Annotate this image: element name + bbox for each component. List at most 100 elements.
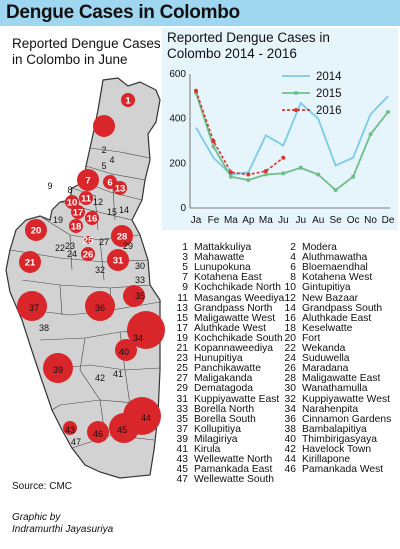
- hotspot-label: 16: [87, 214, 98, 225]
- ward-border: [99, 239, 105, 281]
- legend-number: 31: [176, 393, 188, 405]
- x-tick-label: Ju: [295, 215, 306, 226]
- x-tick-label: No: [364, 215, 377, 226]
- ward-number-label: 33: [135, 275, 145, 285]
- ward-border: [69, 234, 73, 271]
- legend-number: 39: [176, 433, 188, 445]
- credit-line2: Indramurthi Jayasuriya: [12, 524, 114, 535]
- hotspot-ward-43: [63, 421, 77, 435]
- legend-ward-name: Kopannaweediya: [194, 343, 274, 354]
- hotspot-label: 18: [71, 222, 82, 233]
- hotspot-label: 28: [117, 232, 128, 243]
- legend-number: 4: [290, 252, 296, 264]
- ward-number-label: 15: [107, 207, 117, 217]
- ward-border: [89, 147, 151, 159]
- legend-ward-name: Bambalapitiya: [302, 423, 367, 435]
- x-tick-label: Ma: [224, 215, 238, 226]
- chart-title-line2: Colombo 2014 - 2016: [167, 46, 297, 61]
- y-tick-label: 400: [169, 114, 186, 125]
- ward-number-label: 47: [71, 437, 81, 447]
- legend-number: 11: [177, 292, 188, 304]
- legend-marker: [294, 108, 298, 112]
- legend-number: 7: [182, 272, 188, 284]
- legend-ward-name: Dematagoda: [194, 383, 253, 395]
- ward-number-label: 46: [93, 429, 103, 439]
- legend-ward-name: Modera: [302, 242, 337, 253]
- data-point-2015: [228, 174, 233, 179]
- hotspot-ward-17: [71, 205, 85, 219]
- legend-ward-name: Masangas Weediya: [194, 292, 285, 304]
- data-point-2015: [386, 109, 390, 114]
- legend-number: 47: [176, 474, 188, 486]
- data-point-2016: [194, 88, 198, 93]
- ward-number-label: 14: [119, 205, 129, 215]
- legend-number: 13: [176, 302, 188, 314]
- legend-number: 35: [176, 413, 188, 425]
- legend-ward-name: Wellewatte South: [194, 474, 274, 486]
- data-point-2016: [281, 155, 286, 160]
- legend-number: 44: [284, 454, 296, 466]
- legend-number: 27: [176, 373, 188, 385]
- ward-border: [51, 404, 61, 411]
- x-tick-label: Fe: [208, 215, 220, 226]
- hotspot-ward-28: [111, 225, 133, 247]
- hotspot-label: 6: [107, 178, 112, 189]
- ward-number-label: 38: [39, 323, 49, 333]
- legend-marker: [294, 91, 298, 95]
- legend-number: 21: [176, 343, 188, 354]
- legend-ward-name: Kirula: [194, 444, 221, 455]
- hotspot-ward-34: [127, 311, 165, 349]
- legend-number: 2: [290, 242, 296, 253]
- legend-ward-name: Pamankada West: [302, 464, 384, 476]
- legend-number: 17: [176, 322, 188, 334]
- ward-number-label: 32: [95, 265, 105, 275]
- legend-number: 28: [284, 373, 296, 385]
- hotspot-ward-7: [77, 169, 99, 191]
- legend-ward-name: Panchikawatte: [194, 363, 261, 375]
- legend-ward-name: Wekanda: [302, 343, 346, 354]
- legend-ward-name: Kochchikade North: [194, 282, 282, 294]
- legend-number: 3: [182, 252, 188, 264]
- ward-border: [59, 284, 63, 316]
- hotspot-label: 1: [125, 96, 131, 107]
- legend-number: 29: [176, 383, 188, 395]
- legend-number: 18: [284, 322, 296, 334]
- legend-number: 6: [290, 262, 296, 274]
- legend-label-2014: 2014: [316, 71, 342, 83]
- data-point-2016: [228, 170, 233, 175]
- hotspot-label: 25: [83, 236, 94, 247]
- ward-number-label: 8: [67, 185, 72, 195]
- ward-number-label: 42: [95, 373, 105, 383]
- legend-ward-name: Havelock Town: [302, 444, 372, 455]
- hotspot-ward-20: [25, 219, 47, 241]
- hotspot-ward-16: [85, 211, 99, 225]
- data-point-2015: [246, 178, 251, 183]
- legend-ward-name: Wanathamulla: [302, 383, 368, 395]
- credit-note: Graphic by Indramurthi Jayasuriya: [12, 512, 113, 536]
- hotspot-label: 31: [113, 256, 124, 267]
- legend-ward-name: Cinnamon Gardens: [302, 413, 392, 425]
- ward-number-label: 39: [53, 365, 63, 375]
- legend-ward-name: Gintupitiya: [302, 282, 351, 294]
- hotspot-ward-45: [109, 413, 139, 443]
- data-point-2015: [281, 171, 286, 176]
- legend-number: 46: [284, 464, 296, 476]
- data-point-2016: [211, 139, 216, 143]
- legend-number: 37: [176, 423, 188, 435]
- x-tick-label: Au: [312, 215, 324, 226]
- legend-number: 16: [284, 312, 296, 324]
- legend-ward-name: Kollupitiya: [194, 423, 241, 435]
- legend-number: 41: [176, 444, 188, 455]
- series-line-2015: [195, 92, 389, 192]
- hotspot-ward-21: [19, 251, 41, 273]
- legend-ward-name: Mattakkuliya: [194, 242, 252, 253]
- legend-number: 43: [176, 454, 188, 466]
- chart-title-line1: Reported Dengue Cases in: [167, 30, 330, 45]
- map-title-line1: Reported Dengue Cases: [12, 36, 161, 51]
- legend-ward-name: Bloemaendhal: [302, 262, 368, 274]
- legend-ward-name: Aluthkade East: [302, 312, 372, 324]
- legend-number: 12: [284, 292, 296, 304]
- legend-label-2015: 2015: [316, 88, 342, 100]
- x-tick-label: Ap: [242, 215, 255, 226]
